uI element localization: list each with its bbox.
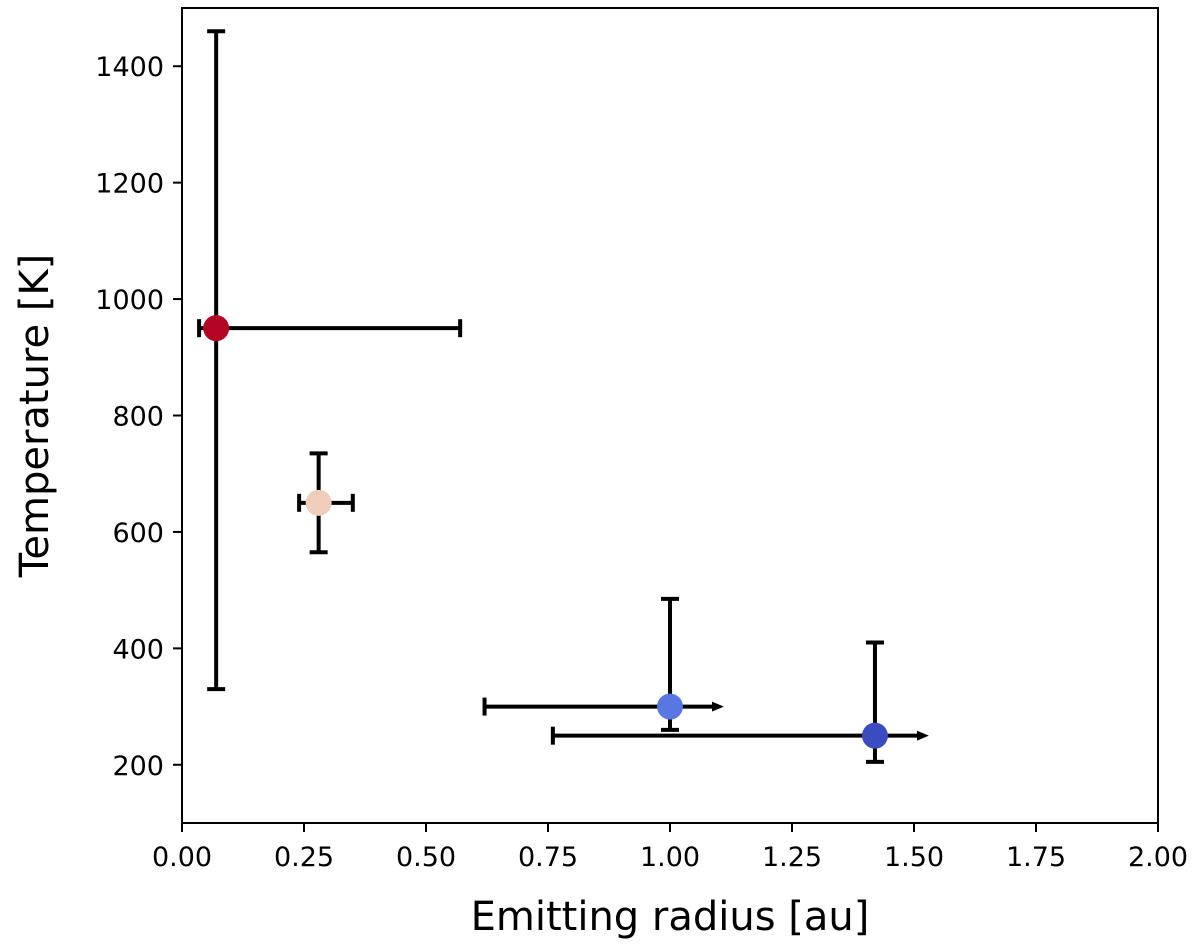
- scatter-point: [657, 693, 683, 720]
- plot-frame: [181, 7, 1159, 824]
- data-point-group: [297, 451, 355, 555]
- x-axis-ticks: 0.00 0.25 0.50 0.75 1.00 1.25 1.50 1.75 2.00: [152, 823, 1188, 873]
- y-tick-label: 200: [112, 751, 164, 782]
- x-tick-label: 1.00: [640, 842, 700, 873]
- x-tick-label: 1.50: [884, 842, 944, 873]
- scatter-point: [203, 315, 230, 342]
- x-tick-label: 1.25: [762, 842, 822, 873]
- data-point-group: [482, 596, 724, 732]
- x-tick-label: 0.50: [396, 842, 456, 873]
- x-tick-label: 2.00: [1128, 842, 1188, 873]
- data-points: [197, 29, 929, 764]
- y-axis-ticks: 200 400 600 800 1000 1200 1400: [95, 52, 182, 782]
- x-axis-label: Emitting radius [au]: [471, 894, 870, 940]
- y-axis-label: Temperature [K]: [12, 254, 58, 579]
- y-tick-label: 800: [112, 402, 164, 433]
- y-tick-label: 1400: [95, 52, 164, 83]
- y-tick-label: 400: [112, 634, 164, 665]
- y-tick-label: 1200: [95, 169, 164, 200]
- scatter-point: [305, 489, 332, 516]
- x-tick-label: 0.00: [152, 842, 212, 873]
- scatter-point: [861, 722, 888, 749]
- x-tick-label: 0.75: [518, 842, 578, 873]
- y-tick-label: 1000: [95, 285, 164, 316]
- y-tick-label: 600: [112, 518, 164, 549]
- x-tick-label: 0.25: [274, 842, 334, 873]
- data-point-group: [550, 640, 929, 764]
- x-tick-label: 1.75: [1006, 842, 1066, 873]
- data-point-group: [197, 29, 463, 692]
